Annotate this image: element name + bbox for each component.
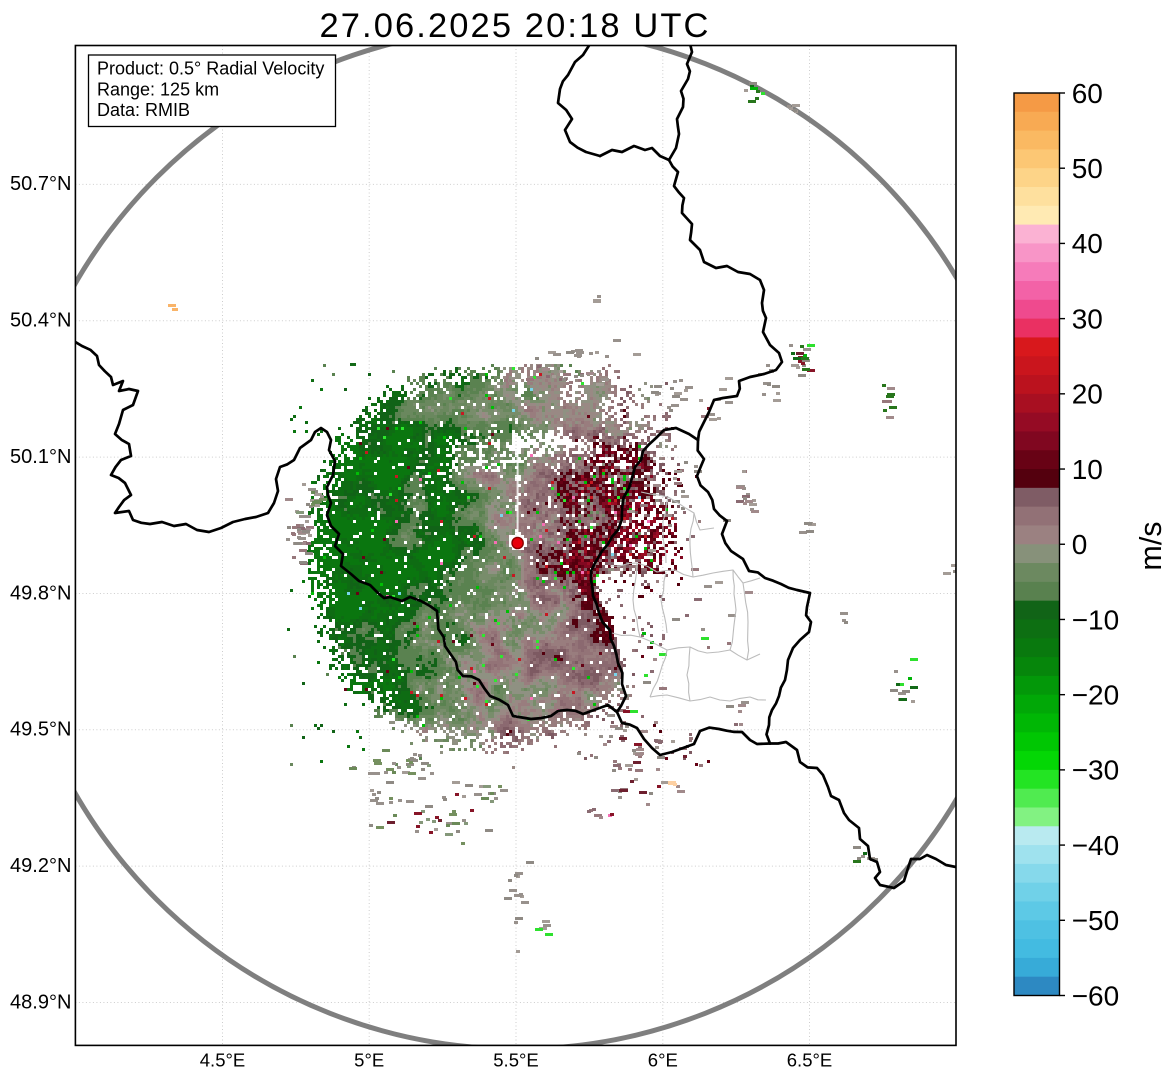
svg-text:−30: −30	[1072, 755, 1120, 786]
svg-text:10: 10	[1072, 454, 1103, 485]
svg-text:49.5°N: 49.5°N	[10, 719, 71, 741]
svg-text:60: 60	[1072, 78, 1103, 109]
svg-text:Data: RMIB: Data: RMIB	[97, 100, 190, 120]
svg-text:4.5°E: 4.5°E	[200, 1050, 245, 1071]
svg-text:−10: −10	[1072, 604, 1120, 635]
svg-text:20: 20	[1072, 379, 1103, 410]
svg-text:−40: −40	[1072, 830, 1120, 861]
svg-text:Range: 125 km: Range: 125 km	[97, 80, 219, 100]
svg-text:27.06.2025 20:18 UTC: 27.06.2025 20:18 UTC	[319, 7, 710, 45]
svg-text:0: 0	[1072, 529, 1088, 560]
svg-text:48.9°N: 48.9°N	[10, 991, 71, 1013]
svg-text:49.2°N: 49.2°N	[10, 855, 71, 877]
svg-text:−20: −20	[1072, 679, 1120, 710]
svg-text:50: 50	[1072, 153, 1103, 184]
svg-text:5.5°E: 5.5°E	[493, 1050, 538, 1071]
svg-text:m/s: m/s	[1134, 521, 1168, 570]
svg-text:50.4°N: 50.4°N	[10, 310, 71, 332]
svg-text:30: 30	[1072, 303, 1103, 334]
svg-text:50.1°N: 50.1°N	[10, 446, 71, 468]
svg-text:5°E: 5°E	[354, 1050, 384, 1071]
svg-text:49.8°N: 49.8°N	[10, 582, 71, 604]
svg-text:6.5°E: 6.5°E	[787, 1050, 832, 1071]
svg-text:40: 40	[1072, 228, 1103, 259]
svg-text:Product: 0.5° Radial Velocity: Product: 0.5° Radial Velocity	[97, 59, 324, 79]
svg-text:−60: −60	[1072, 980, 1120, 1011]
svg-text:6°E: 6°E	[648, 1050, 678, 1071]
svg-text:−50: −50	[1072, 905, 1120, 936]
svg-text:50.7°N: 50.7°N	[10, 173, 71, 195]
